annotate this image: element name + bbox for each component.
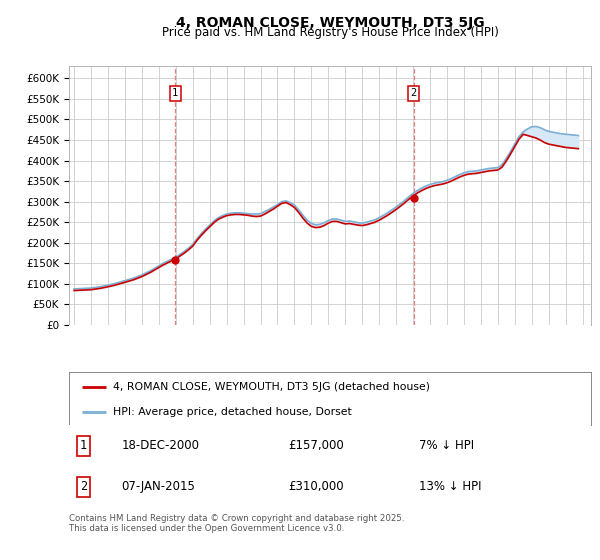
Text: 13% ↓ HPI: 13% ↓ HPI xyxy=(419,480,481,493)
Text: 4, ROMAN CLOSE, WEYMOUTH, DT3 5JG (detached house): 4, ROMAN CLOSE, WEYMOUTH, DT3 5JG (detac… xyxy=(113,382,430,392)
Text: 07-JAN-2015: 07-JAN-2015 xyxy=(121,480,195,493)
Text: Contains HM Land Registry data © Crown copyright and database right 2025.
This d: Contains HM Land Registry data © Crown c… xyxy=(69,514,404,533)
Text: 4, ROMAN CLOSE, WEYMOUTH, DT3 5JG: 4, ROMAN CLOSE, WEYMOUTH, DT3 5JG xyxy=(176,16,484,30)
Text: 2: 2 xyxy=(410,88,416,98)
Text: Price paid vs. HM Land Registry's House Price Index (HPI): Price paid vs. HM Land Registry's House … xyxy=(161,26,499,39)
Text: HPI: Average price, detached house, Dorset: HPI: Average price, detached house, Dors… xyxy=(113,407,352,417)
Text: 2: 2 xyxy=(80,480,87,493)
Text: £310,000: £310,000 xyxy=(288,480,344,493)
Text: £157,000: £157,000 xyxy=(288,439,344,452)
Text: 1: 1 xyxy=(80,439,87,452)
Text: 18-DEC-2000: 18-DEC-2000 xyxy=(121,439,199,452)
Text: 7% ↓ HPI: 7% ↓ HPI xyxy=(419,439,474,452)
Text: 1: 1 xyxy=(172,88,178,98)
